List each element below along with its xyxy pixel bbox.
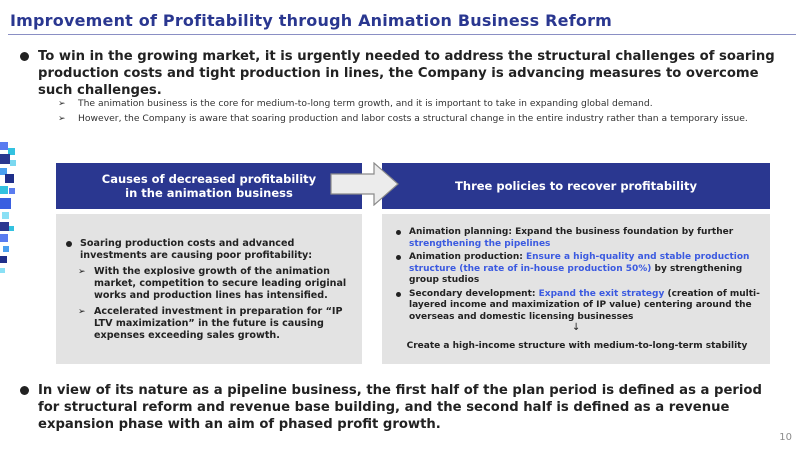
left-sub-point-2-text: Accelerated investment in preparation fo… xyxy=(94,306,343,341)
left-sub-point-1-text: With the explosive growth of the animati… xyxy=(94,266,347,301)
policy-3-prefix: Secondary development: xyxy=(409,288,539,299)
page-number: 10 xyxy=(779,432,792,443)
policy-1-prefix: Animation planning: Expand the business … xyxy=(409,227,734,237)
policy-2-prefix: Animation production: xyxy=(409,252,526,262)
left-header-line2: in the animation business xyxy=(125,186,293,200)
policy-item-2: Animation production: Ensure a high-qual… xyxy=(396,252,766,287)
right-content-box xyxy=(382,214,770,364)
bullet-dot-icon xyxy=(396,255,401,260)
left-sub-point-1: ➢ With the explosive growth of the anima… xyxy=(78,266,351,302)
bullet-dot-icon xyxy=(20,52,29,61)
bullet-dot-icon xyxy=(396,291,401,297)
chevron-right-icon: ➢ xyxy=(58,99,66,109)
sub-bullet-1: ➢ The animation business is the core for… xyxy=(58,98,653,110)
policy-3-highlight: Expand the exit strategy xyxy=(538,288,665,299)
chevron-right-icon: ➢ xyxy=(78,267,86,277)
left-content-box xyxy=(56,214,362,364)
main-bullet-1: To win in the growing market, it is urge… xyxy=(20,48,778,99)
policy-conclusion: Create a high-income structure with medi… xyxy=(406,341,748,351)
main-bullet-2-text: In view of its nature as a pipeline busi… xyxy=(38,383,762,432)
chevron-right-icon: ➢ xyxy=(78,307,86,317)
main-bullet-2: In view of its nature as a pipeline busi… xyxy=(20,382,778,433)
sub-bullet-2-text: However, the Company is aware that soari… xyxy=(78,113,748,124)
chevron-right-icon: ➢ xyxy=(58,114,66,124)
left-main-point-text: Soaring production costs and advanced in… xyxy=(80,238,313,261)
policy-item-1: Animation planning: Expand the business … xyxy=(396,227,766,250)
left-content-list: Soaring production costs and advanced in… xyxy=(66,238,351,342)
down-arrow-icon: ↓ xyxy=(572,322,581,333)
policy-item-3: Secondary development: Expand the exit s… xyxy=(396,289,766,324)
bullet-dot-icon xyxy=(20,386,29,395)
page-title: Improvement of Profitability through Ani… xyxy=(10,11,613,30)
decorative-mosaic xyxy=(0,142,30,282)
policy-3-suffix: (creation of multi-layered income and ma… xyxy=(409,288,760,322)
bullet-dot-icon xyxy=(396,230,401,235)
right-arrow-icon xyxy=(330,162,399,206)
policy-1-highlight: strengthening the pipelines xyxy=(409,238,551,249)
left-header-line1: Causes of decreased profitability xyxy=(101,172,317,186)
sub-bullet-1-text: The animation business is the core for m… xyxy=(78,98,653,109)
left-main-point: Soaring production costs and advanced in… xyxy=(66,238,351,262)
policy-2-highlight: Ensure a high-quality and stable product… xyxy=(409,252,750,274)
bullet-dot-icon xyxy=(66,241,72,247)
left-header: Causes of decreased profitability in the… xyxy=(56,163,362,209)
main-bullet-1-text: To win in the growing market, it is urge… xyxy=(38,49,775,98)
right-content-list: Animation planning: Expand the business … xyxy=(396,227,766,325)
right-header: Three policies to recover profitability xyxy=(382,163,770,209)
right-header-text: Three policies to recover profitability xyxy=(455,179,697,193)
left-sub-point-2: ➢ Accelerated investment in preparation … xyxy=(78,306,351,342)
policy-2-suffix: by strengthening group studios xyxy=(409,263,743,286)
title-divider xyxy=(8,34,796,35)
sub-bullet-2: ➢ However, the Company is aware that soa… xyxy=(58,113,748,125)
